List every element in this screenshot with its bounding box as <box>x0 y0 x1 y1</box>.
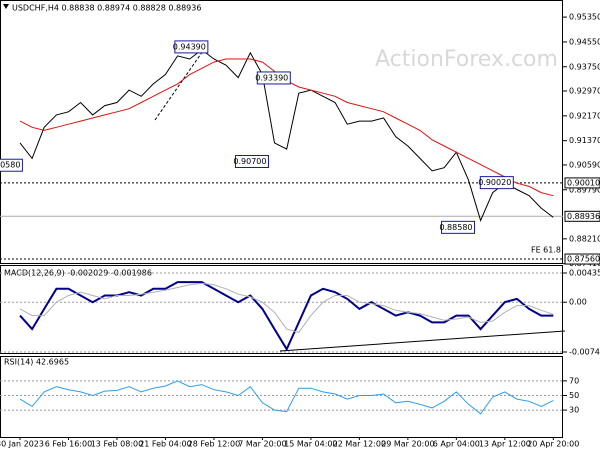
series-line <box>19 380 554 415</box>
x-tick-label: 30 Jan 2023 <box>0 440 44 449</box>
x-tick-label: 28 Feb 12:00 <box>188 440 240 449</box>
level-label: 0.87560 <box>567 255 600 264</box>
series-line <box>19 281 554 352</box>
y-tick-label: 0.92170 <box>569 111 600 120</box>
macd-trend-line <box>279 330 566 352</box>
trend-line <box>154 47 206 121</box>
panel-title: RSI(14) 42.6965 <box>4 358 69 367</box>
x-tick-label: 6 Feb 16:00 <box>45 440 92 449</box>
annotation-label: 0.90700 <box>233 157 266 166</box>
x-tick-label: 22 Mar 12:00 <box>333 440 386 449</box>
series-line <box>19 49 554 222</box>
annotation-box <box>441 220 476 234</box>
last-price-box <box>564 210 600 222</box>
y-tick-label: 0.88210 <box>569 234 600 243</box>
y-tick-label: 0.91370 <box>569 136 600 145</box>
x-tick-label: 21 Feb 04:00 <box>139 440 191 449</box>
rsi-frame <box>0 356 563 438</box>
y-tick-label: 0.004354 <box>569 269 600 278</box>
panel-title: USDCHF,H4 0.88838 0.88974 0.88828 0.8893… <box>12 4 201 13</box>
y-tick-label: 0.92970 <box>569 87 600 96</box>
y-tick-label: 50 <box>569 391 579 400</box>
y-tick-label: 0.89790 <box>569 185 600 194</box>
level-label-box <box>564 177 600 189</box>
y-tick-label: 0.90590 <box>569 160 600 169</box>
annotation-label: 0.90020 <box>478 178 511 187</box>
x-tick-label: 20 Apr 20:00 <box>527 440 579 449</box>
level-label: 0.90010 <box>567 178 600 187</box>
x-tick-label: 15 Mar 04:00 <box>284 440 337 449</box>
y-tick-label: 0.00 <box>569 298 587 307</box>
y-tick-label: -0.007417 <box>569 348 600 357</box>
annotation-label: 0.94390 <box>173 42 206 51</box>
annotation-label: 0.90580 <box>0 161 20 170</box>
annotation-box <box>479 176 514 190</box>
x-tick-label: 13 Apr 12:00 <box>479 440 531 449</box>
fe-label: FE 61.8 <box>531 246 561 255</box>
annotation-box <box>0 158 23 172</box>
y-tick-label: 0.94550 <box>569 37 600 46</box>
series-line <box>19 282 554 333</box>
x-tick-label: 29 Mar 20:00 <box>381 440 434 449</box>
x-tick-label: 6 Apr 04:00 <box>433 440 480 449</box>
y-tick-label: 0.93750 <box>569 62 600 71</box>
level-label-box <box>564 253 600 265</box>
last-price-label: 0.88936 <box>567 212 600 221</box>
annotation-box <box>234 155 269 169</box>
x-tick-label: 13 Feb 08:00 <box>91 440 143 449</box>
annotation-label: 0.88580 <box>439 223 472 232</box>
y-tick-label: 0.95350 <box>569 13 600 22</box>
x-tick-label: 7 Mar 20:00 <box>238 440 286 449</box>
annotation-label: 0.93390 <box>255 73 288 82</box>
annotation-box <box>174 40 209 54</box>
watermark: ActionForex.com <box>375 47 558 72</box>
y-tick-label: 30 <box>569 406 579 415</box>
y-tick-label: 70 <box>569 376 579 385</box>
price-frame <box>0 0 563 264</box>
annotation-box <box>256 71 291 85</box>
macd-frame <box>0 265 563 354</box>
title-icon <box>3 4 9 9</box>
